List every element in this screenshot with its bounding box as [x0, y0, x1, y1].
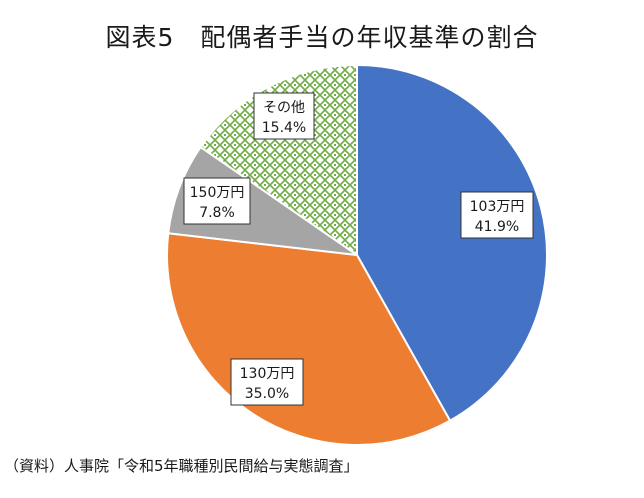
- slice-name-4: その他: [263, 100, 305, 116]
- pie-slice-3: [167, 145, 358, 256]
- slice-name-2: 130万円: [240, 366, 295, 382]
- slice-name-1: 103万円: [470, 199, 525, 215]
- slice-value-label-4: 15.4%: [262, 120, 306, 136]
- slice-value-label-1: 41.9%: [475, 219, 519, 235]
- slice-label-box-4: [253, 92, 315, 140]
- pie-slice-1: [356, 63, 548, 423]
- slice-label-box-1: [460, 191, 534, 239]
- chart-title: 図表5 配偶者手当の年収基準の割合: [105, 23, 539, 52]
- slice-name-3: 150万円: [190, 185, 245, 201]
- slice-value-label-2: 35.0%: [245, 386, 289, 402]
- source-note: （資料）人事院「令和5年職種別民間給与実態調査」: [4, 457, 359, 475]
- slice-value-label-3: 7.8%: [199, 205, 235, 221]
- slice-label-box-3: [183, 177, 251, 225]
- pie-slice-4: [199, 63, 358, 257]
- slice-label-box-2: [230, 358, 304, 406]
